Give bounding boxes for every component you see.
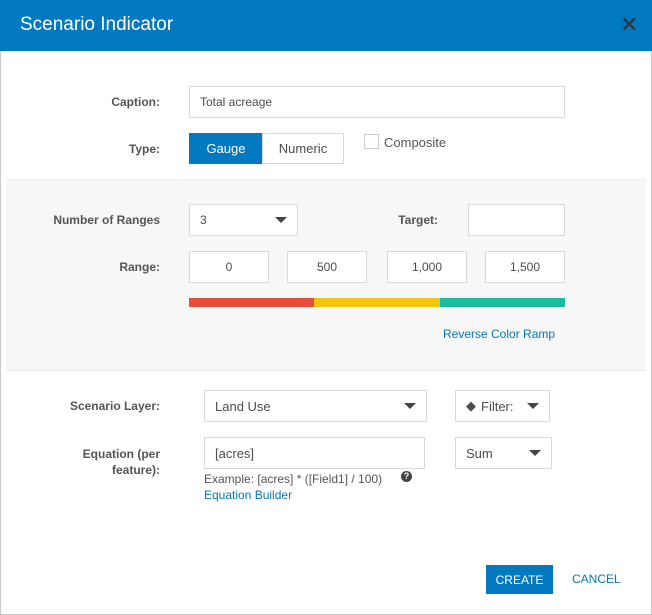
number-of-ranges-select[interactable]: 3 bbox=[189, 204, 298, 236]
range-label: Range: bbox=[119, 260, 160, 274]
filter-dropdown[interactable]: ◆ Filter: bbox=[455, 390, 550, 422]
close-icon[interactable]: ✕ bbox=[620, 12, 639, 37]
color-ramp-segment-yellow bbox=[314, 298, 440, 307]
color-ramp-segment-green bbox=[440, 298, 565, 307]
equation-label-line2: feature): bbox=[111, 463, 160, 477]
type-label: Type: bbox=[128, 142, 160, 156]
type-gauge-button[interactable]: Gauge bbox=[189, 133, 263, 164]
composite-checkbox[interactable] bbox=[364, 134, 379, 149]
target-label: Target: bbox=[398, 213, 438, 227]
range-input[interactable]: 0 bbox=[189, 251, 269, 283]
filter-label: Filter: bbox=[481, 398, 514, 414]
create-button[interactable]: CREATE bbox=[486, 565, 553, 594]
caption-label: Caption: bbox=[111, 95, 160, 109]
chevron-down-icon bbox=[529, 450, 541, 456]
scenario-layer-label: Scenario Layer: bbox=[69, 399, 160, 413]
type-numeric-button[interactable]: Numeric bbox=[262, 133, 344, 164]
equation-label-line1: Equation (per bbox=[82, 447, 160, 461]
caption-input[interactable]: Total acreage bbox=[189, 86, 565, 118]
number-of-ranges-label: Number of Ranges bbox=[53, 213, 160, 227]
equation-example: Example: [acres] * ([Field1] / 100) bbox=[204, 472, 383, 486]
layers-icon: ◆ bbox=[466, 398, 476, 413]
equation-builder-link[interactable]: Equation Builder bbox=[204, 488, 293, 502]
range-input[interactable]: 500 bbox=[287, 251, 367, 283]
scenario-layer-value: Land Use bbox=[215, 398, 271, 414]
chevron-down-icon bbox=[527, 403, 539, 409]
composite-label: Composite bbox=[384, 135, 447, 150]
color-ramp-segment-red bbox=[189, 298, 314, 307]
range-input[interactable]: 1,500 bbox=[485, 251, 565, 283]
number-of-ranges-value: 3 bbox=[200, 213, 207, 227]
dialog-header: Scenario Indicator ✕ bbox=[0, 0, 652, 51]
help-icon[interactable]: ? bbox=[401, 471, 412, 482]
range-input[interactable]: 1,000 bbox=[387, 251, 467, 283]
chevron-down-icon bbox=[404, 403, 416, 409]
dialog-title: Scenario Indicator bbox=[20, 14, 174, 35]
aggregate-select[interactable]: Sum bbox=[455, 437, 552, 469]
equation-label: Equation (per feature): bbox=[0, 446, 160, 478]
aggregate-value: Sum bbox=[466, 445, 493, 461]
chevron-down-icon bbox=[275, 217, 287, 223]
equation-input[interactable]: [acres] bbox=[204, 437, 425, 469]
target-input[interactable] bbox=[468, 204, 565, 236]
cancel-button[interactable]: CANCEL bbox=[572, 572, 621, 586]
reverse-color-ramp-link[interactable]: Reverse Color Ramp bbox=[443, 327, 556, 341]
scenario-layer-select[interactable]: Land Use bbox=[204, 390, 427, 422]
